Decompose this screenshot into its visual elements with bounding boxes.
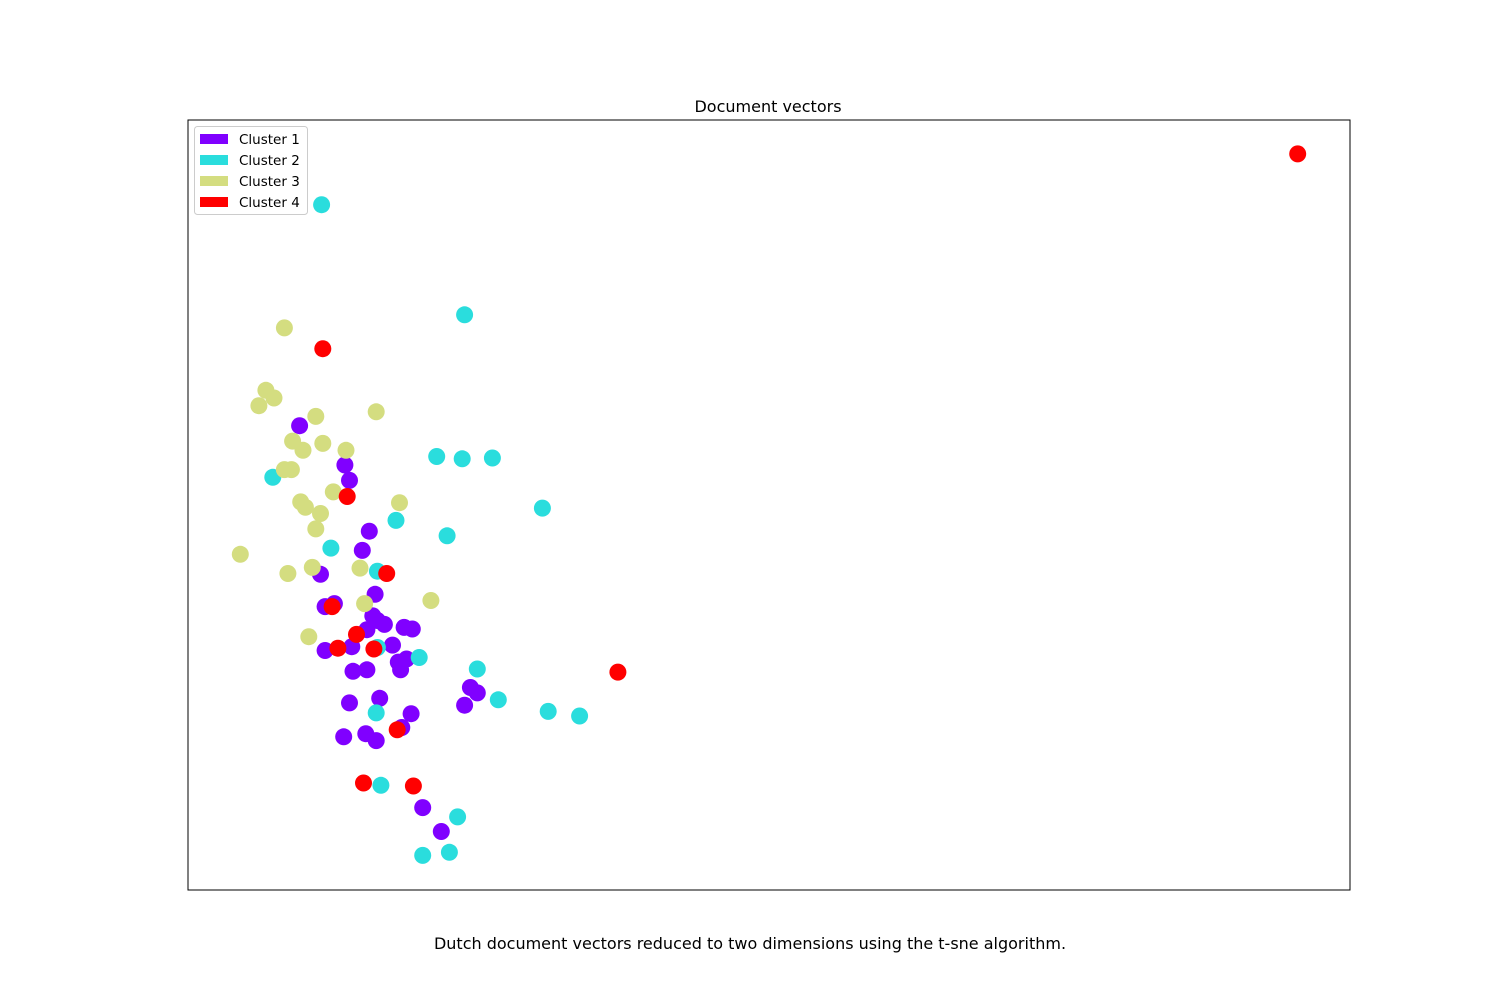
point-cluster-3-8: [314, 434, 332, 452]
point-cluster-2-21: [414, 846, 432, 864]
point-cluster-3-1: [275, 319, 293, 337]
point-cluster-1-2: [336, 456, 354, 474]
point-cluster-1-28: [468, 684, 486, 702]
legend-frame: [194, 126, 308, 215]
point-cluster-1-25: [371, 689, 389, 707]
point-cluster-3-21: [351, 559, 369, 577]
point-cluster-2-18: [367, 704, 385, 722]
legend-swatch-cluster-3: [200, 176, 228, 186]
legend-swatch-cluster-2: [200, 155, 228, 165]
point-cluster-3-3: [265, 389, 283, 407]
point-cluster-2-9: [438, 527, 456, 545]
point-cluster-2-8: [387, 511, 405, 529]
point-cluster-2-13: [410, 649, 428, 666]
point-cluster-4-4: [378, 565, 396, 582]
point-cluster-4-11: [355, 774, 372, 792]
point-cluster-3-25: [300, 628, 318, 646]
point-cluster-4-6: [348, 625, 365, 643]
point-cluster-1-30: [335, 728, 353, 746]
point-cluster-4-12: [404, 777, 422, 795]
legend-label-cluster-4: Cluster 4: [239, 195, 300, 211]
point-cluster-3-5: [307, 407, 325, 425]
point-cluster-4-9: [609, 663, 627, 681]
legend-swatch-cluster-1: [200, 134, 228, 144]
point-cluster-3-17: [391, 494, 408, 512]
point-cluster-1-20: [358, 661, 376, 679]
data-points: [231, 145, 1307, 864]
point-cluster-1-34: [414, 799, 432, 817]
point-cluster-1-15: [403, 620, 421, 638]
point-cluster-3-6: [367, 403, 385, 421]
point-cluster-3-22: [279, 565, 297, 582]
plot-area-frame: [187, 119, 1351, 891]
point-cluster-4-1: [1289, 145, 1307, 163]
point-cluster-2-1: [313, 196, 331, 214]
point-cluster-1-23: [398, 650, 415, 668]
point-cluster-2-15: [489, 691, 507, 709]
point-cluster-4-7: [329, 639, 347, 657]
point-cluster-4-10: [388, 721, 406, 739]
point-cluster-3-24: [422, 592, 440, 609]
point-cluster-4-8: [365, 640, 383, 658]
point-cluster-1-35: [432, 823, 450, 840]
point-cluster-2-3: [428, 448, 446, 465]
point-cluster-2-7: [533, 499, 551, 517]
point-cluster-1-5: [353, 541, 371, 559]
legend: Cluster 1 Cluster 2 Cluster 3 Cluster 4: [194, 126, 308, 215]
point-cluster-3-16: [312, 505, 329, 522]
point-cluster-2-5: [483, 449, 501, 467]
point-cluster-4-5: [323, 598, 341, 616]
point-cluster-3-4: [250, 397, 268, 415]
point-cluster-2-16: [539, 702, 557, 720]
point-cluster-3-13: [324, 483, 342, 501]
point-cluster-2-4: [453, 450, 471, 468]
point-cluster-3-18: [307, 520, 325, 538]
point-cluster-1-4: [360, 522, 378, 540]
point-cluster-1-24: [341, 694, 358, 712]
point-cluster-2-2: [456, 306, 474, 324]
legend-label-cluster-1: Cluster 1: [239, 132, 300, 148]
legend-label-cluster-2: Cluster 2: [239, 153, 300, 169]
point-cluster-3-20: [303, 558, 321, 576]
point-cluster-1-1: [291, 417, 309, 435]
figure-caption: Dutch document vectors reduced to two di…: [433, 934, 1067, 953]
legend-label-cluster-3: Cluster 3: [239, 174, 300, 190]
point-cluster-2-22: [440, 843, 458, 861]
point-cluster-1-19: [344, 662, 362, 680]
point-cluster-3-12: [282, 461, 300, 479]
point-cluster-1-16: [384, 636, 401, 654]
point-cluster-3-9: [294, 441, 312, 459]
point-cluster-4-3: [338, 488, 356, 505]
point-cluster-2-14: [468, 660, 486, 678]
point-cluster-2-20: [449, 808, 467, 826]
point-cluster-1-13: [375, 615, 393, 633]
point-cluster-4-2: [314, 340, 332, 358]
point-cluster-3-23: [356, 595, 374, 613]
point-cluster-2-17: [571, 707, 589, 725]
point-cluster-1-3: [341, 471, 358, 489]
legend-swatch-cluster-4: [200, 197, 228, 207]
point-cluster-1-17: [316, 642, 334, 659]
point-cluster-2-19: [372, 776, 390, 794]
point-cluster-3-10: [337, 441, 355, 459]
point-cluster-1-26: [402, 705, 420, 723]
point-cluster-3-19: [231, 545, 249, 563]
legend-items: Cluster 1 Cluster 2 Cluster 3 Cluster 4: [200, 132, 300, 211]
point-cluster-1-32: [367, 732, 385, 750]
point-cluster-3-15: [296, 498, 314, 516]
point-cluster-1-29: [456, 696, 474, 714]
chart-title: Document vectors: [694, 97, 841, 116]
point-cluster-2-10: [322, 539, 340, 557]
